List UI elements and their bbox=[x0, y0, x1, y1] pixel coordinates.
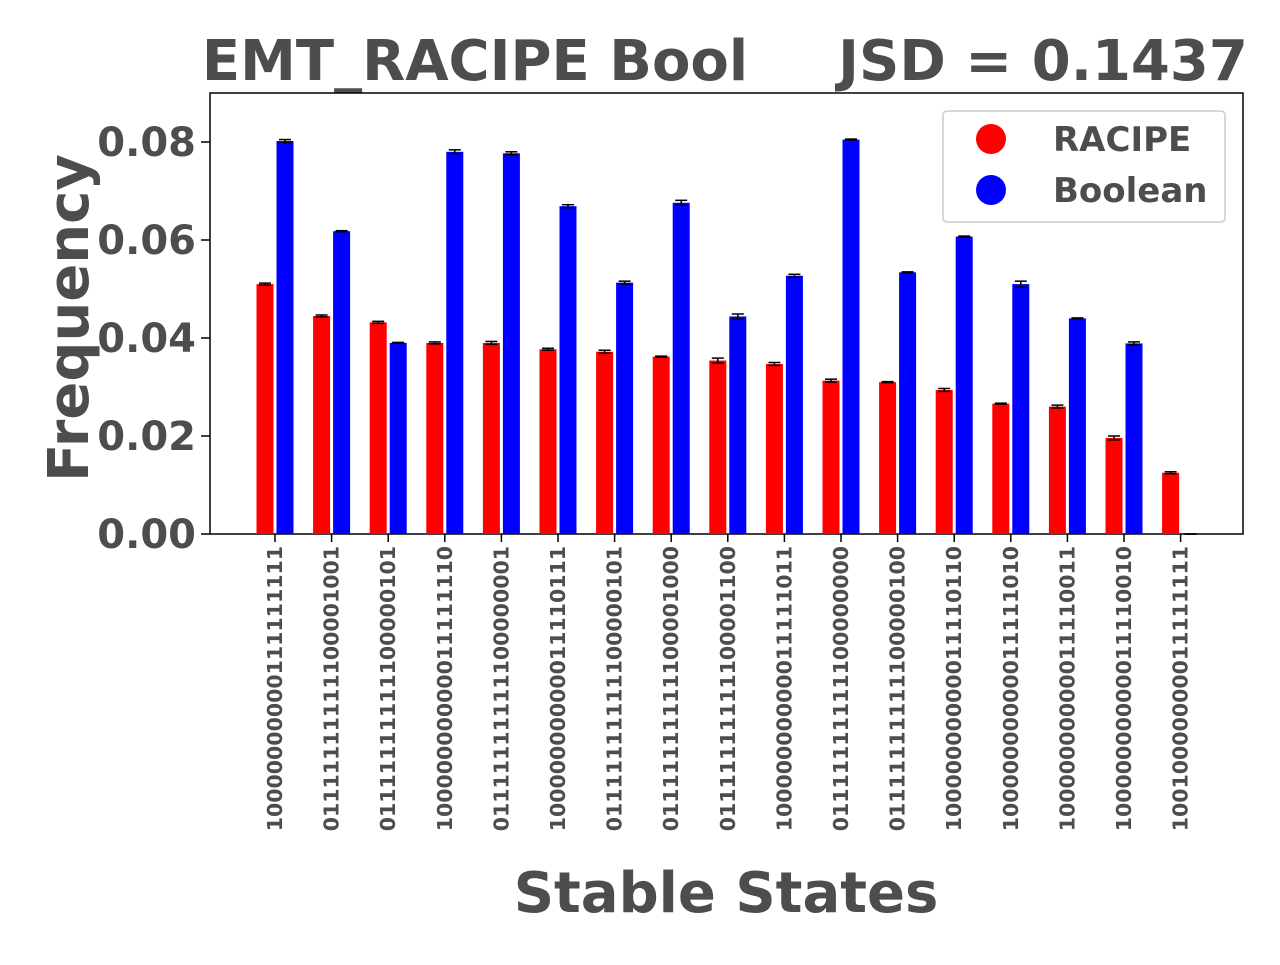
bar-boolean bbox=[276, 141, 294, 534]
bars-group bbox=[256, 138, 1197, 535]
bar-racipe bbox=[256, 284, 274, 534]
x-tick-label: 01111111111100000101 bbox=[603, 546, 627, 831]
bar-boolean bbox=[1012, 284, 1030, 534]
bar-racipe bbox=[596, 351, 614, 534]
x-tick-label: 10000000000011111010 bbox=[999, 546, 1023, 831]
bar-racipe bbox=[426, 342, 444, 534]
legend-label-racipe: RACIPE bbox=[1053, 120, 1191, 160]
bar-racipe bbox=[822, 380, 840, 534]
x-tick-label: 01111111111100000101 bbox=[376, 546, 400, 831]
bar-boolean bbox=[842, 139, 860, 535]
x-tick-label: 01111111111100001000 bbox=[659, 546, 683, 831]
x-tick-label: 01111111111100000000 bbox=[829, 546, 853, 831]
bar-racipe bbox=[1105, 437, 1123, 534]
x-tick-label: 01111111111100000001 bbox=[489, 546, 513, 831]
x-tick-label: 01111111111100001100 bbox=[716, 546, 740, 831]
bar-racipe bbox=[1162, 472, 1180, 534]
legend-marker-boolean bbox=[976, 175, 1006, 205]
y-tick-label: 0.08 bbox=[97, 120, 196, 166]
y-tick-label: 0.06 bbox=[97, 218, 196, 264]
x-tick-label: 10000000000111111111 bbox=[263, 546, 287, 831]
bar-boolean bbox=[559, 206, 577, 534]
bar-racipe bbox=[765, 363, 783, 534]
bar-racipe bbox=[652, 356, 670, 534]
x-tick-label: 10000000000011110010 bbox=[1112, 546, 1136, 831]
bar-racipe bbox=[369, 322, 387, 534]
x-tick-label: 10000000000011110111 bbox=[546, 546, 570, 831]
bar-boolean bbox=[1068, 318, 1086, 534]
x-tick-label: 10010000000011111111 bbox=[1169, 546, 1193, 831]
bar-boolean bbox=[729, 316, 747, 534]
x-tick-label: 10000000000011110011 bbox=[1055, 546, 1079, 831]
bar-boolean bbox=[672, 202, 690, 534]
legend-box bbox=[942, 110, 1226, 223]
jsd-value: JSD = 0.1437 bbox=[834, 29, 1248, 94]
y-tick-label: 0.00 bbox=[97, 512, 196, 558]
bar-boolean bbox=[616, 282, 634, 534]
bar-boolean bbox=[955, 236, 973, 534]
legend-label-boolean: Boolean bbox=[1053, 171, 1208, 211]
legend: RACIPE Boolean bbox=[942, 110, 1226, 223]
bar-racipe bbox=[879, 382, 897, 534]
x-axis: 10000000000111111111 01111111111100001001… bbox=[263, 534, 1193, 831]
x-tick-label: 10000000000011111110 bbox=[433, 546, 457, 831]
bar-racipe bbox=[992, 403, 1010, 534]
bar-boolean bbox=[446, 151, 464, 535]
bar-boolean bbox=[502, 153, 520, 534]
x-tick-label: 01111111111100000100 bbox=[886, 546, 910, 831]
bar-boolean bbox=[1125, 343, 1143, 534]
legend-marker-racipe bbox=[976, 124, 1006, 154]
y-axis: 0.00 0.02 0.04 0.06 0.08 bbox=[97, 120, 210, 558]
bar-boolean bbox=[389, 342, 407, 534]
plot-area bbox=[209, 92, 1244, 535]
bar-racipe bbox=[539, 349, 557, 534]
x-tick-label: 10000000000011111011 bbox=[772, 546, 796, 831]
x-tick-label: 01111111111100001001 bbox=[320, 546, 344, 831]
y-axis-label: Frequency bbox=[37, 154, 102, 482]
y-tick-label: 0.02 bbox=[97, 414, 196, 460]
y-tick-label: 0.04 bbox=[97, 316, 196, 362]
bar-boolean bbox=[899, 272, 917, 534]
x-tick-label: 10000000000011110110 bbox=[942, 546, 966, 831]
bar-racipe bbox=[709, 360, 727, 534]
bar-boolean bbox=[785, 275, 803, 534]
x-axis-label: Stable States bbox=[514, 861, 939, 926]
bar-racipe bbox=[482, 342, 500, 534]
chart-title: EMT_RACIPE Bool bbox=[202, 29, 748, 94]
bar-racipe bbox=[1048, 406, 1066, 534]
bar-racipe bbox=[313, 315, 331, 534]
bar-boolean bbox=[333, 231, 351, 534]
bar-racipe bbox=[935, 389, 953, 534]
